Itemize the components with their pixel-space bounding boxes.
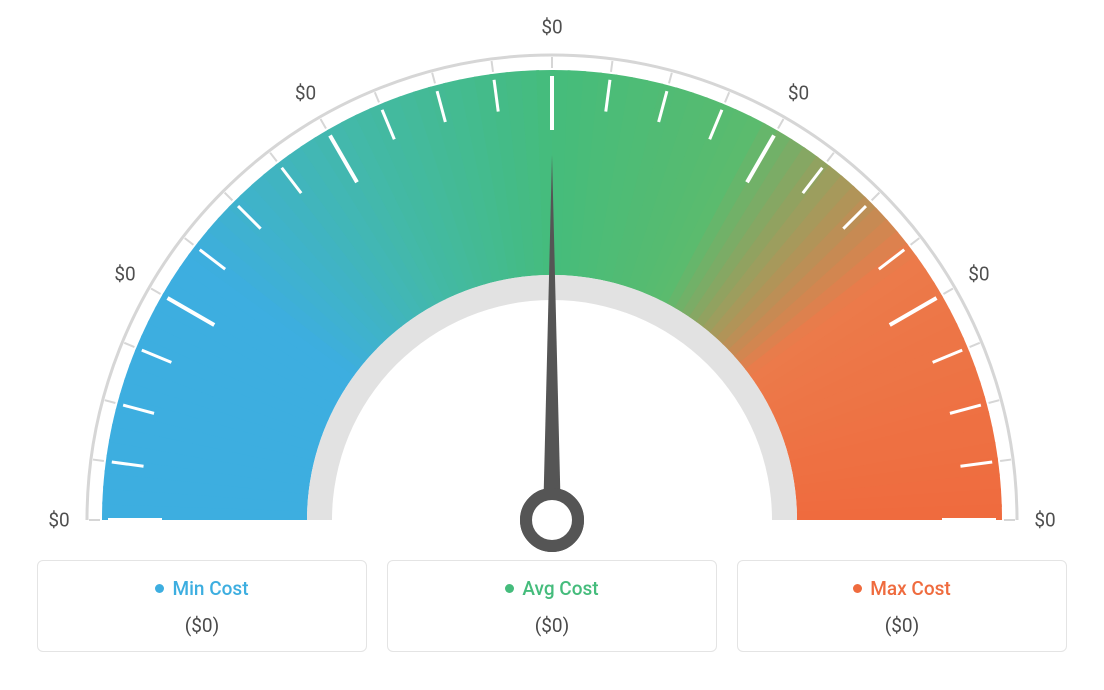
- legend-card-max: Max Cost ($0): [737, 560, 1067, 652]
- gauge-tick-label: $0: [295, 82, 316, 105]
- legend-value-avg: ($0): [396, 614, 708, 637]
- legend-value-max: ($0): [746, 614, 1058, 637]
- gauge-tick-label: $0: [48, 509, 69, 532]
- legend-title-max: Max Cost: [853, 577, 950, 600]
- legend-title-text: Avg Cost: [522, 577, 598, 600]
- dot-icon-max: [853, 584, 862, 593]
- gauge-tick-label: $0: [968, 262, 989, 285]
- legend-card-avg: Avg Cost ($0): [387, 560, 717, 652]
- gauge-tick-label: $0: [788, 82, 809, 105]
- legend-row: Min Cost ($0) Avg Cost ($0) Max Cost ($0…: [0, 560, 1104, 652]
- gauge-tick-label: $0: [541, 16, 562, 39]
- gauge-tick-label: $0: [114, 262, 135, 285]
- legend-title-min: Min Cost: [155, 577, 248, 600]
- legend-title-text: Min Cost: [172, 577, 248, 600]
- dot-icon-min: [155, 584, 164, 593]
- legend-title-text: Max Cost: [870, 577, 950, 600]
- gauge-svg: [0, 0, 1104, 560]
- legend-card-min: Min Cost ($0): [37, 560, 367, 652]
- gauge-tick-label: $0: [1034, 509, 1055, 532]
- legend-value-min: ($0): [46, 614, 358, 637]
- dot-icon-avg: [505, 584, 514, 593]
- legend-title-avg: Avg Cost: [505, 577, 598, 600]
- gauge-chart: $0 $0 $0 $0 $0 $0 $0: [0, 0, 1104, 560]
